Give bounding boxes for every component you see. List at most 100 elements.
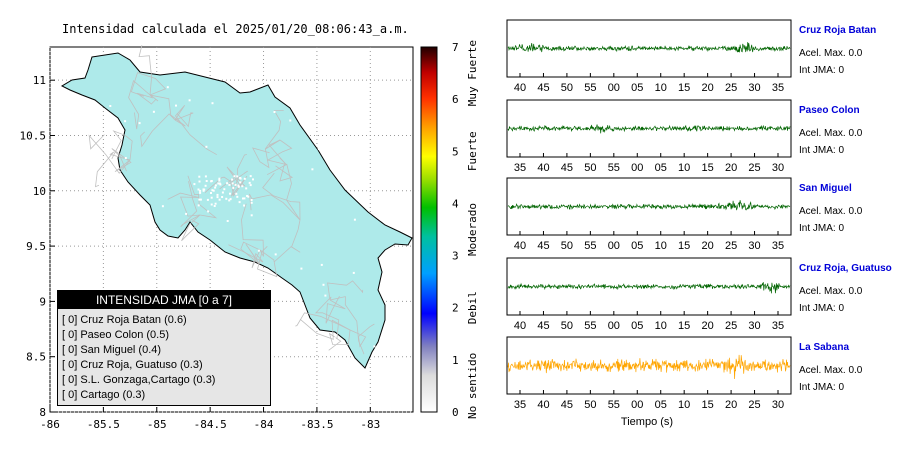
station-dot xyxy=(274,340,277,343)
station-dot xyxy=(236,195,239,198)
road-network xyxy=(88,45,375,355)
seismogram-tick-label: 55 xyxy=(584,320,596,332)
station-int-jma: Int JMA: 0 xyxy=(799,382,844,393)
road xyxy=(273,219,301,263)
seismogram-tick-label: 30 xyxy=(772,162,784,174)
road xyxy=(150,94,186,127)
seismogram-tick-label: 00 xyxy=(631,399,643,411)
map-axes: -86 -85.5 -85 -84.5 -84 -83.5 -83 11 10.5 10 9.5 9 8… xyxy=(20,74,381,431)
station-dot xyxy=(274,253,277,256)
map-xtick-label: -85.5 xyxy=(87,418,120,431)
station-dot xyxy=(238,201,241,204)
station-dot xyxy=(226,220,229,222)
station-dot xyxy=(235,192,238,195)
station-dot xyxy=(124,120,127,123)
station-dot xyxy=(204,175,207,178)
legend-item: [ 0] San Miguel (0.4) xyxy=(62,344,162,356)
road xyxy=(240,241,261,265)
station-dot xyxy=(243,204,246,207)
road xyxy=(328,329,351,351)
seismogram-tick-label: 55 xyxy=(608,399,620,411)
station-dot xyxy=(198,175,201,178)
seismogram-tick-label: 15 xyxy=(678,320,690,332)
station-dot xyxy=(249,184,252,187)
seismogram-tick-label: 15 xyxy=(678,240,690,252)
station-dot xyxy=(152,110,155,113)
station-int-jma: Int JMA: 0 xyxy=(799,303,844,314)
station-dot xyxy=(273,111,276,113)
road xyxy=(111,130,133,161)
station-dot xyxy=(229,198,232,201)
station-dot xyxy=(256,280,259,283)
station-int-jma: Int JMA: 0 xyxy=(799,145,844,156)
station-dot xyxy=(233,175,236,178)
station-name: Cruz Roja Batan xyxy=(799,25,876,36)
station-dot xyxy=(198,198,201,201)
station-dot xyxy=(322,107,324,110)
seismogram-tick-label: 40 xyxy=(537,162,549,174)
seismogram-tick-label: 40 xyxy=(514,320,526,332)
seismogram-4: 35 40 45 50 55 00 05 10 15 20 25 30 La Sabana Acel. M… xyxy=(506,336,863,411)
seismogram-trace xyxy=(507,354,791,380)
map-title: Intensidad calculada el 2025/01/20_08:06… xyxy=(62,22,409,36)
station-dot xyxy=(118,129,120,132)
station-name: Cruz Roja, Guatuso xyxy=(799,263,892,274)
station-dot xyxy=(353,218,356,221)
station-dot xyxy=(206,198,209,201)
colorbar-category-label: No sentido xyxy=(466,353,479,419)
seismogram-tick-label: 50 xyxy=(561,240,573,252)
seismogram-trace xyxy=(507,42,791,53)
station-dot xyxy=(239,181,242,184)
station-dot xyxy=(110,115,113,118)
station-dot xyxy=(161,205,164,208)
seismogram-tick-label: 10 xyxy=(655,240,667,252)
station-dot xyxy=(214,186,217,189)
colorbar-category-label: Muy Fuerte xyxy=(466,40,479,106)
seismogram-tick-label: 50 xyxy=(584,162,596,174)
road xyxy=(249,193,301,221)
station-dot xyxy=(221,196,224,198)
colorbar xyxy=(420,46,438,413)
station-dot xyxy=(372,93,374,96)
map-ytick-label: 9.5 xyxy=(26,240,46,253)
map-xtick-label: -85 xyxy=(147,418,167,431)
seismogram-tick-label: 30 xyxy=(748,240,760,252)
road xyxy=(167,192,201,217)
colorbar-tick-label: 1 xyxy=(452,354,459,367)
seismogram-trace xyxy=(507,124,791,134)
station-dot xyxy=(117,248,120,251)
seismogram-tick-label: 45 xyxy=(561,399,573,411)
seismogram-tick-label: 35 xyxy=(514,399,526,411)
station-dot xyxy=(329,89,332,92)
seismogram-tick-label: 05 xyxy=(655,399,667,411)
road xyxy=(174,105,217,156)
road xyxy=(181,214,201,242)
road xyxy=(231,154,247,197)
road xyxy=(111,148,132,173)
station-dot xyxy=(199,189,202,192)
seismogram-tick-label: 35 xyxy=(772,320,784,332)
station-dot xyxy=(197,188,200,191)
station-dot xyxy=(247,195,250,198)
seismogram-tick-label: 00 xyxy=(608,82,620,94)
station-markers xyxy=(109,70,376,348)
road xyxy=(128,79,151,130)
seismogram-tick-label: 05 xyxy=(631,82,643,94)
station-dot xyxy=(175,104,177,107)
station-dot xyxy=(202,188,205,191)
map-ytick-label: 8.5 xyxy=(26,351,46,364)
road xyxy=(130,72,167,97)
road xyxy=(349,323,375,348)
seismogram-tick-label: 25 xyxy=(748,399,760,411)
station-dot xyxy=(218,179,221,182)
legend-title: INTENSIDAD JMA [0 a 7] xyxy=(58,291,270,309)
station-dot xyxy=(286,96,289,99)
map-ytick-label: 10.5 xyxy=(20,129,47,142)
road xyxy=(314,296,340,339)
seismogram-tick-label: 40 xyxy=(514,82,526,94)
seismogram-xlabel: Tiempo (s) xyxy=(621,416,673,428)
station-dot xyxy=(250,199,253,201)
station-dot xyxy=(284,70,287,73)
station-name: San Miguel xyxy=(799,183,852,194)
station-dot xyxy=(205,180,208,182)
